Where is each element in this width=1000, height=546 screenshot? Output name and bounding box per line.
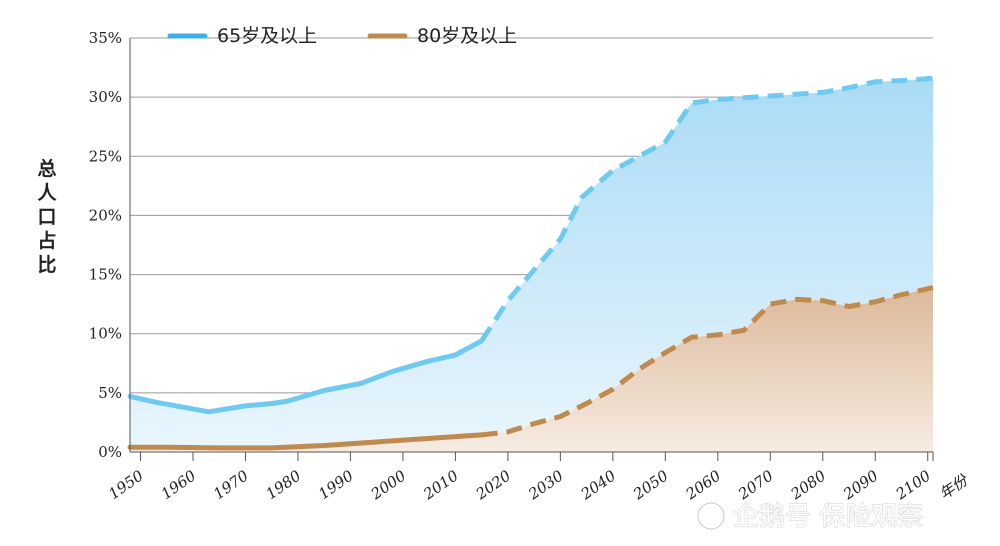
series-lines: [127, 75, 934, 451]
x-tick-label: 2100: [892, 466, 935, 503]
series-line-solid-0: [127, 338, 485, 415]
x-tick-label: 2070: [734, 466, 777, 503]
x-tick-label: 2020: [472, 466, 515, 503]
x-tick-labels: 1950 1960 1970 1980 1990 2000 2010 2020 2030 2040…: [105, 466, 934, 503]
x-tick-label: 2010: [419, 466, 462, 503]
y-axis-label-char: 人: [37, 182, 57, 204]
x-tick-label: 2080: [787, 466, 830, 503]
x-tick-label: 1970: [210, 466, 252, 503]
x-axis-label-text: 年份: [936, 470, 973, 503]
x-tick-label: 2040: [577, 466, 620, 503]
y-tick-label: 35%: [89, 29, 122, 47]
x-tick-label: 1960: [158, 466, 200, 503]
penguin-icon: [697, 502, 725, 530]
series-line-solid-1: [127, 432, 485, 451]
x-tick-label: 2090: [839, 466, 882, 503]
y-tick-label: 10%: [89, 325, 122, 343]
y-tick-label: 15%: [89, 266, 122, 284]
series-line-dashed-1: [481, 285, 934, 438]
x-tick-label: 1950: [105, 466, 147, 503]
y-axis-label-char: 比: [37, 254, 56, 276]
y-tick-label: 20%: [89, 206, 122, 224]
y-tick-label: 0%: [98, 443, 122, 461]
watermark-text: 企鹅号 保险观察: [733, 502, 923, 532]
y-axis-label-char: 总: [37, 157, 56, 180]
x-tick-label: 1990: [315, 466, 357, 503]
x-tick-label: 2030: [524, 466, 567, 503]
y-tick-label: 30%: [89, 88, 122, 106]
y-tick-label: 5%: [98, 384, 122, 402]
x-tick-label: 2060: [682, 466, 725, 503]
x-axis-label: 年份: [936, 470, 973, 503]
x-tick-label: 2050: [629, 466, 672, 503]
y-axis-label-char: 占: [37, 229, 56, 252]
y-tick-label: 25%: [89, 147, 122, 165]
y-tick-labels: 0% 5% 10% 15% 20% 25% 30% 35%: [89, 29, 122, 461]
series-line-dashed-0: [479, 75, 934, 343]
y-axis-label-char: 口: [37, 206, 56, 228]
area-fill-series-1: [130, 287, 933, 452]
axes: [129, 38, 934, 461]
area-fills: [130, 78, 933, 453]
legend-label-65: 65岁及以上: [217, 25, 317, 47]
legend: 65岁及以上 80岁及以上: [167, 25, 517, 47]
legend-label-80: 80岁及以上: [417, 25, 517, 47]
x-tick-label: 1980: [263, 466, 305, 503]
x-tick-label: 2000: [367, 466, 410, 503]
watermark: 企鹅号 保险观察: [697, 501, 924, 533]
